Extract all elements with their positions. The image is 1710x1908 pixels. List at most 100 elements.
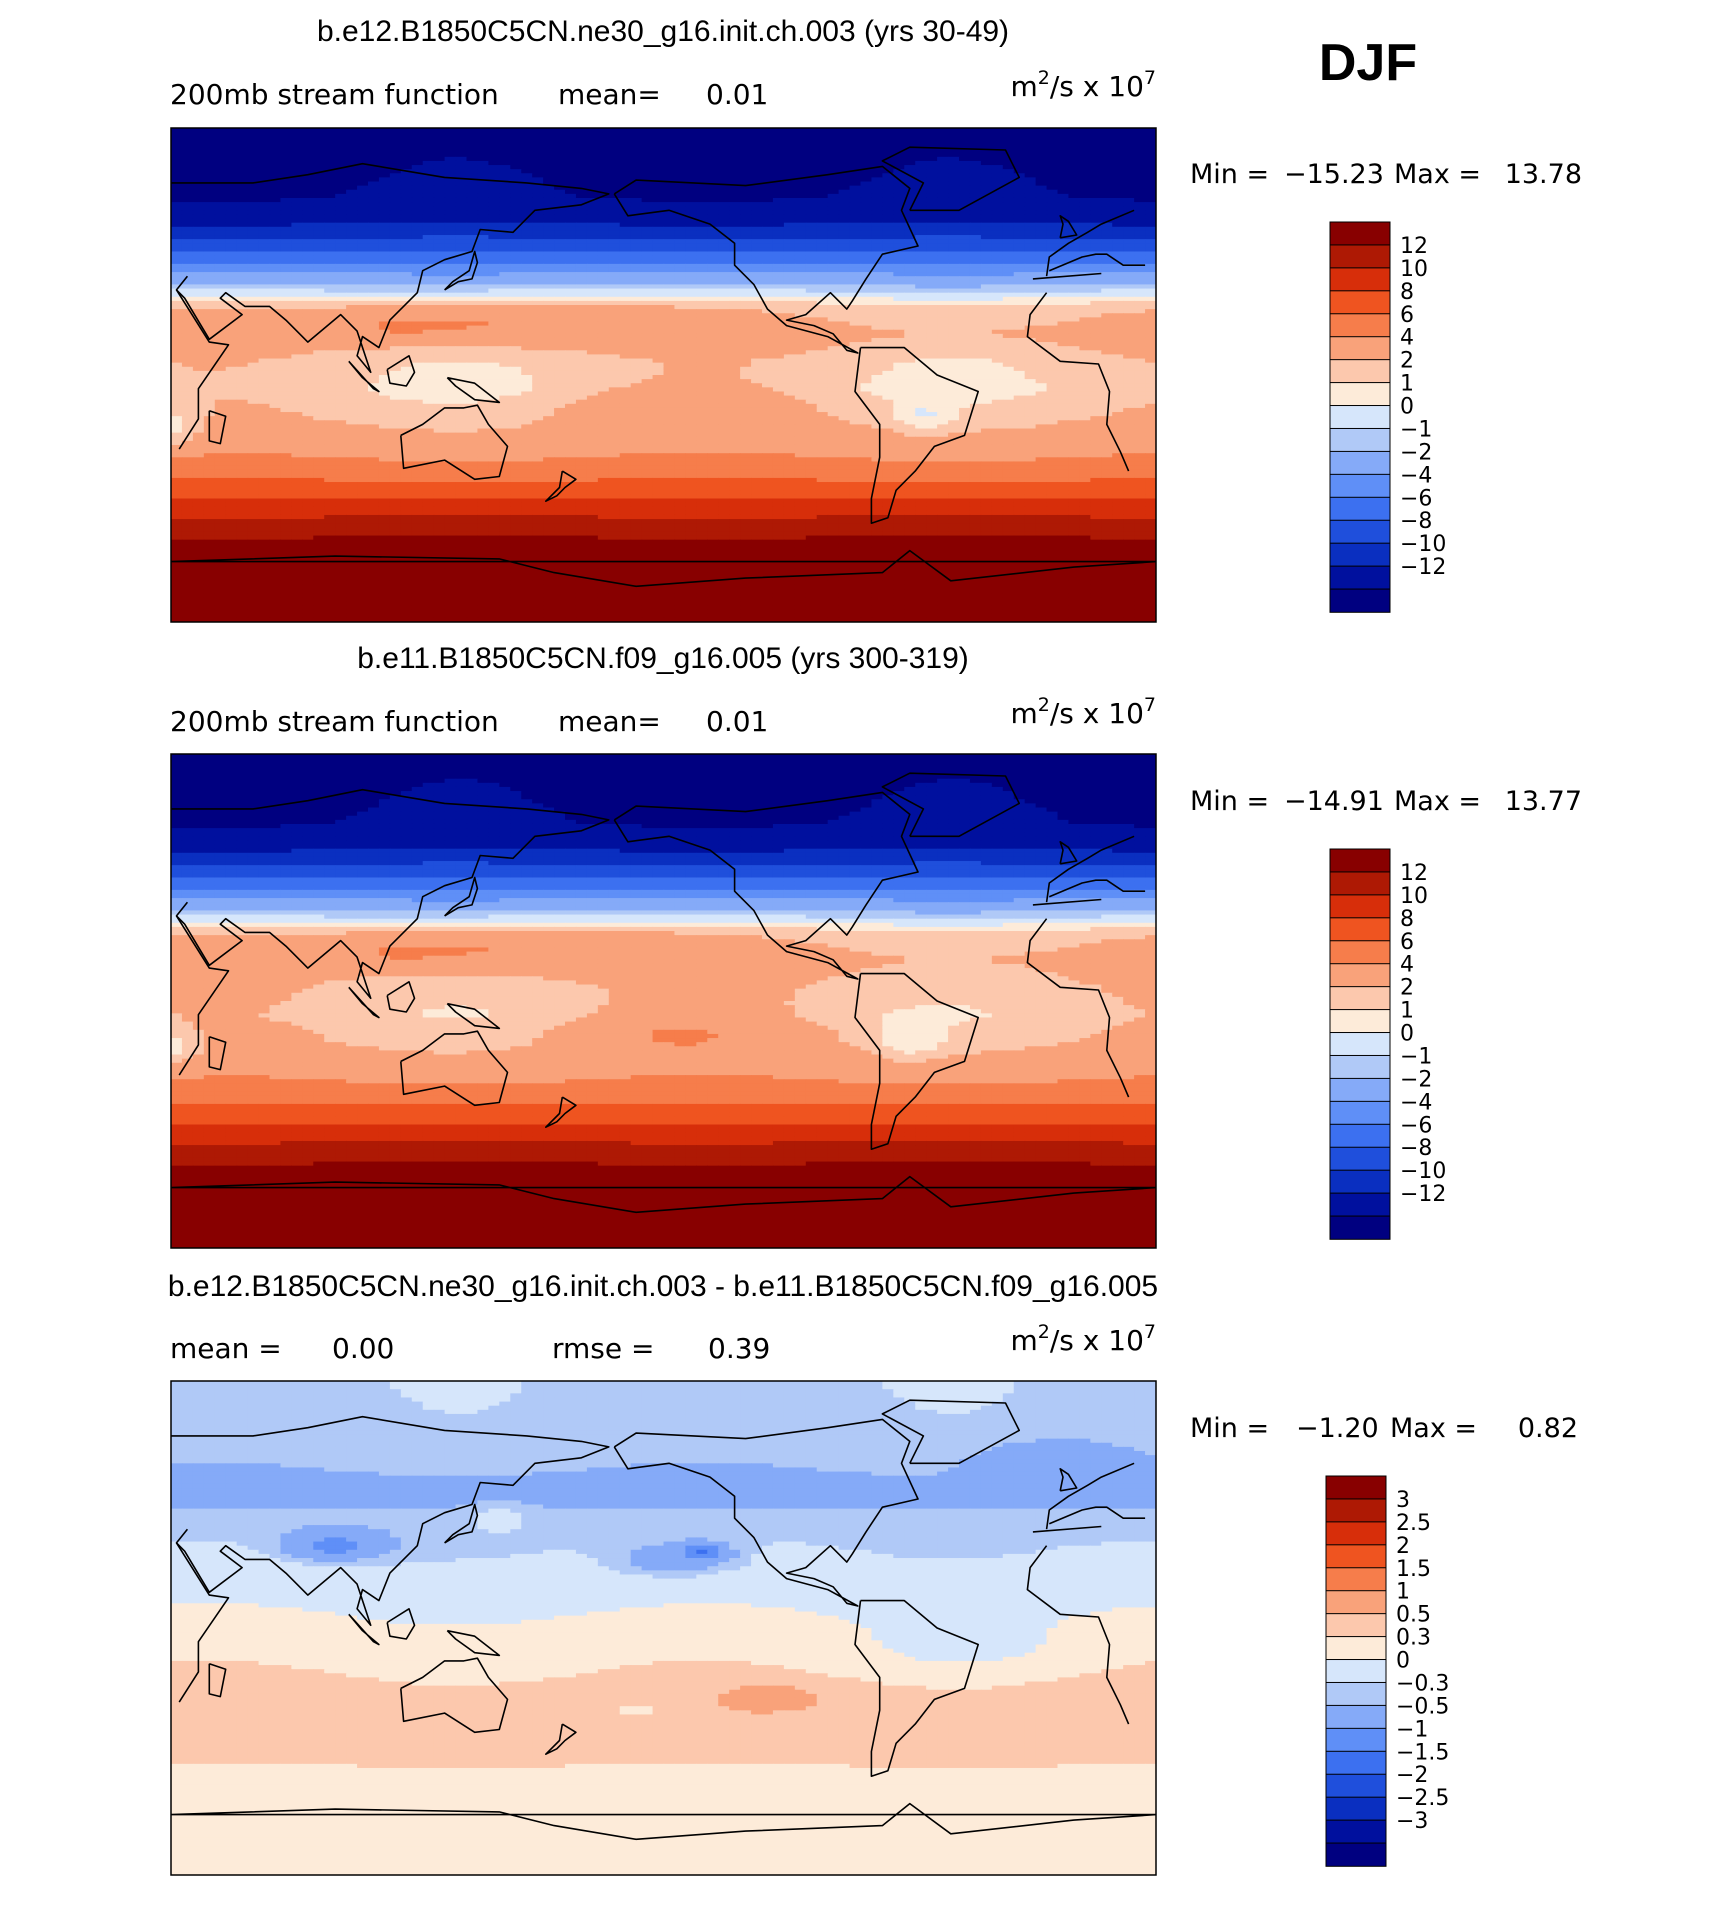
- map-cell: [1101, 284, 1113, 290]
- map-cell: [1090, 218, 1102, 224]
- map-cell: [740, 181, 752, 187]
- map-cell: [477, 193, 489, 199]
- map-cell: [718, 267, 730, 273]
- map-cell: [827, 342, 840, 347]
- map-cell: [871, 226, 883, 232]
- map-cell: [904, 292, 916, 298]
- map-cell: [466, 173, 479, 178]
- map-cell: [335, 206, 347, 211]
- map-cell: [181, 313, 194, 318]
- map-cell: [740, 251, 752, 257]
- map-cell: [871, 210, 883, 216]
- map-cell: [400, 181, 413, 187]
- map-cell: [575, 300, 588, 306]
- map-cell: [849, 247, 862, 253]
- map-cell: [674, 313, 686, 318]
- map-cell: [1112, 342, 1124, 347]
- map-cell: [214, 214, 227, 220]
- map-cell: [466, 354, 479, 360]
- map-cell: [838, 255, 851, 261]
- map-cell: [499, 189, 511, 195]
- map-cell: [794, 276, 807, 281]
- map-cell: [433, 132, 446, 137]
- map-cell: [466, 329, 479, 335]
- map-cell: [652, 239, 665, 244]
- map-cell: [827, 173, 840, 178]
- map-cell: [499, 169, 511, 174]
- map-cell: [543, 325, 555, 331]
- map-cell: [554, 247, 566, 253]
- map-cell: [959, 189, 971, 195]
- map-cell: [893, 210, 905, 216]
- map-cell: [1101, 156, 1113, 162]
- map-cell: [904, 251, 916, 257]
- map-cell: [455, 296, 468, 302]
- map-cell: [1068, 148, 1080, 154]
- map-cell: [532, 136, 544, 141]
- map-cell: [718, 263, 730, 269]
- map-cell: [378, 313, 391, 318]
- map-cell: [192, 300, 205, 306]
- map-cell: [400, 346, 413, 351]
- map-cell: [269, 193, 282, 199]
- map-cell: [805, 243, 818, 248]
- map-cell: [389, 329, 402, 335]
- map-cell: [521, 226, 533, 232]
- map-cell: [871, 169, 883, 174]
- map-cell: [554, 202, 566, 207]
- map-cell: [444, 337, 457, 343]
- map-cell: [608, 259, 621, 265]
- map-cell: [772, 239, 785, 244]
- map-cell: [685, 280, 697, 286]
- map-cell: [1013, 317, 1026, 323]
- map-cell: [575, 280, 588, 286]
- map-cell: [882, 173, 894, 178]
- map-cell: [937, 165, 949, 170]
- map-cell: [805, 280, 818, 286]
- map-cell: [772, 288, 785, 294]
- map-cell: [302, 263, 314, 269]
- map-cell: [707, 230, 719, 236]
- map-cell: [269, 325, 282, 331]
- map-cell: [805, 276, 818, 281]
- map-cell: [893, 197, 905, 203]
- map-cell: [685, 259, 697, 265]
- map-cell: [937, 197, 949, 203]
- map-cell: [455, 197, 468, 203]
- map-cell: [368, 321, 380, 327]
- map-cell: [915, 235, 927, 240]
- map-cell: [871, 317, 883, 323]
- map-cell: [751, 222, 763, 228]
- map-cell: [619, 235, 632, 240]
- map-cell: [718, 346, 730, 351]
- map-cell: [575, 325, 588, 331]
- map-cell: [258, 280, 271, 286]
- map-cell: [630, 317, 643, 323]
- map-cell: [477, 300, 489, 306]
- map-cell: [280, 128, 292, 133]
- map-cell: [346, 329, 358, 335]
- map-cell: [575, 321, 588, 327]
- map-cell: [915, 325, 927, 331]
- map-cell: [707, 255, 719, 261]
- map-cell: [718, 305, 730, 310]
- map-cell: [510, 247, 522, 253]
- map-cell: [794, 156, 807, 162]
- map-cell: [1068, 193, 1080, 199]
- map-cell: [554, 239, 566, 244]
- map-cell: [444, 243, 457, 248]
- map-cell: [258, 292, 271, 298]
- map-cell: [455, 230, 468, 236]
- map-cell: [1123, 197, 1135, 203]
- map-cell: [521, 218, 533, 224]
- map-cell: [860, 235, 873, 240]
- map-cell: [980, 292, 993, 298]
- map-cell: [674, 140, 686, 146]
- map-cell: [619, 321, 632, 327]
- map-cell: [959, 144, 971, 150]
- map-cell: [816, 305, 829, 310]
- map-cell: [203, 280, 216, 286]
- map-cell: [335, 136, 347, 141]
- map-cell: [1112, 226, 1124, 232]
- map-cell: [893, 148, 905, 154]
